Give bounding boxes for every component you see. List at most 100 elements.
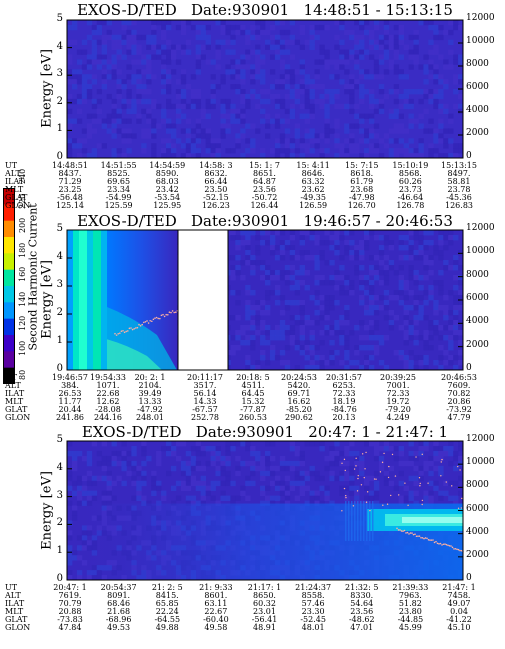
right-tick-label: 12000 (466, 434, 495, 444)
ephemeris-value: 8632. (204, 169, 228, 178)
right-tick-label: 2000 (466, 339, 489, 350)
temperature-point (407, 504, 409, 506)
right-tick-label: 0 (466, 573, 472, 583)
temperature-point (399, 529, 401, 531)
temperature-point (355, 465, 357, 467)
temperature-point (435, 540, 437, 543)
spectrogram-plot (66, 440, 464, 581)
ephemeris-value: 20:47: 1 (53, 583, 87, 592)
ephemeris-label: MLT (5, 397, 24, 406)
ephemeris-value: 260.53 (239, 413, 267, 422)
left-tick-label: 2 (56, 95, 63, 107)
ephemeris-value: 26.53 (58, 389, 82, 398)
ephemeris-label: ALT (5, 381, 21, 390)
ephemeris-value: 16.62 (287, 397, 311, 406)
temperature-point (135, 327, 137, 329)
ephemeris-label: UT (5, 583, 18, 592)
ephemeris-label: GLON (5, 623, 31, 632)
temperature-point (381, 461, 384, 464)
temperature-point (357, 477, 359, 480)
right-tick-label: 10000 (466, 457, 495, 468)
left-tick-label: 4 (56, 461, 63, 473)
temperature-point (170, 311, 172, 314)
ephemeris-label: ILAT (5, 177, 25, 186)
temperature-point (444, 543, 446, 545)
temperature-point (146, 320, 148, 322)
ephemeris-value: 23.56 (350, 607, 374, 616)
ephemeris-value: -73.83 (57, 615, 83, 624)
temperature-point (366, 491, 369, 493)
ephemeris-value: 3517. (193, 381, 217, 390)
temperature-point (162, 313, 164, 316)
ephemeris-value: 125.14 (56, 201, 84, 210)
temperature-point (375, 478, 377, 480)
ephemeris-value: 66.44 (204, 177, 228, 186)
data-gap (178, 230, 228, 370)
colorbar-swatch (3, 269, 15, 287)
ephemeris-value: 14:54:59 (149, 161, 186, 170)
ephemeris-row: ALT 8437. 8525. 8590. 8632. 8651. 8646. 8618. 85… (5, 169, 500, 178)
temperature-point (352, 505, 355, 507)
ephemeris-label: UT (5, 161, 18, 170)
ephemeris-value: 23.30 (301, 607, 325, 616)
temperature-point (415, 456, 417, 458)
y-axis-label-left: Energy [eV] (39, 470, 55, 550)
ephemeris-value: 8590. (155, 169, 179, 178)
ephemeris-value: 47.01 (350, 623, 374, 632)
ephemeris-value: -85.20 (286, 405, 312, 414)
temperature-point (421, 536, 424, 539)
ephemeris-value: 23.62 (301, 185, 325, 194)
ephemeris-value: 20: 2: 1 (134, 373, 166, 382)
ephemeris-value: 126.23 (201, 201, 230, 210)
temperature-point (423, 537, 425, 540)
ephemeris-value: -48.62 (348, 615, 375, 624)
temperature-point (442, 543, 445, 546)
ephemeris-row: MLT 20.88 21.68 22.24 22.67 23.01 23.30 23.56 23… (5, 607, 500, 616)
ephemeris-value: 384. (61, 381, 79, 390)
ephemeris-row: GLON 241.86 244.16 248.01 252.78 260.53 290.62… (5, 413, 500, 422)
ephemeris-value: 8091. (107, 591, 131, 600)
ephemeris-value: 8415. (155, 591, 179, 600)
ephemeris-value: 15.32 (241, 397, 265, 406)
left-tick-label: 4 (56, 40, 63, 52)
temperature-point (414, 533, 416, 535)
ephemeris-value: 15:10:19 (392, 161, 429, 170)
ephemeris-value: 23.01 (253, 607, 276, 616)
ephemeris-label: GLAT (5, 193, 28, 202)
ephemeris-value: -56.48 (57, 193, 83, 202)
ephemeris-value: 8646. (301, 169, 325, 178)
temperature-point (388, 465, 390, 468)
ephemeris-value: -47.98 (348, 193, 375, 202)
ephemeris-value: 22.68 (96, 389, 120, 398)
temperature-point (406, 531, 409, 534)
ephemeris-value: 7963. (398, 591, 422, 600)
ephemeris-value: 15: 7:15 (345, 161, 379, 170)
right-tick-label: 8000 (466, 269, 489, 280)
ephemeris-row: ILAT 70.79 68.46 65.85 63.11 60.32 57.46 54.64 5… (5, 599, 500, 608)
right-tick-label: 6000 (466, 293, 489, 303)
ephemeris-value: 61.79 (350, 177, 374, 186)
ephemeris-value: -44.85 (397, 615, 424, 624)
temperature-point (429, 539, 431, 541)
temperature-point (152, 318, 155, 321)
ephemeris-value: 45.99 (398, 623, 422, 632)
temperature-point (356, 490, 359, 492)
temperature-point (403, 529, 406, 532)
temperature-point (151, 320, 153, 323)
ephemeris-value: 7001. (386, 381, 410, 390)
ephemeris-value: 39.49 (138, 389, 162, 398)
temperature-point (387, 476, 390, 479)
temperature-point (171, 310, 174, 312)
intensity-band (87, 230, 93, 370)
panel-title: EXOS-D/TED Date:930901 19:46:57 - 20:46:… (77, 212, 453, 230)
temperature-point (149, 319, 151, 322)
ephemeris-value: 20:54:37 (100, 583, 137, 592)
temperature-point (115, 334, 118, 336)
temperature-point (155, 316, 158, 319)
ephemeris-value: -49.35 (300, 193, 326, 202)
temperature-point (445, 481, 447, 483)
ephemeris-row: GLON 125.14 125.59 125.95 126.23 126.44 126.59… (5, 201, 500, 210)
temperature-point (131, 328, 134, 331)
colorbar-swatch (3, 351, 15, 369)
temperature-point (447, 544, 449, 547)
